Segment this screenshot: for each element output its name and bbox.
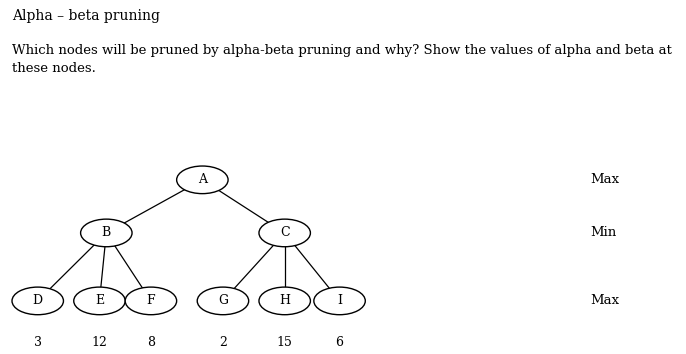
Ellipse shape <box>198 287 248 315</box>
Text: C: C <box>280 227 289 239</box>
Text: E: E <box>95 295 104 307</box>
Text: Min: Min <box>590 227 616 239</box>
Text: Max: Max <box>590 295 619 307</box>
Text: D: D <box>33 295 43 307</box>
Text: 8: 8 <box>147 336 155 349</box>
Text: Which nodes will be pruned by alpha-beta pruning and why? Show the values of alp: Which nodes will be pruned by alpha-beta… <box>12 44 672 75</box>
Text: A: A <box>198 173 207 186</box>
Ellipse shape <box>314 287 366 315</box>
Text: F: F <box>147 295 155 307</box>
Ellipse shape <box>125 287 176 315</box>
Text: 2: 2 <box>219 336 227 349</box>
Ellipse shape <box>176 166 228 194</box>
Text: Max: Max <box>590 173 619 186</box>
Text: 6: 6 <box>335 336 344 349</box>
Text: B: B <box>102 227 111 239</box>
Ellipse shape <box>74 287 125 315</box>
Text: 12: 12 <box>91 336 108 349</box>
Text: H: H <box>279 295 290 307</box>
Ellipse shape <box>259 219 310 247</box>
Ellipse shape <box>12 287 63 315</box>
Ellipse shape <box>259 287 310 315</box>
Ellipse shape <box>81 219 132 247</box>
Text: 3: 3 <box>34 336 42 349</box>
Text: G: G <box>218 295 228 307</box>
Text: I: I <box>337 295 342 307</box>
Text: 15: 15 <box>276 336 293 349</box>
Text: Alpha – beta pruning: Alpha – beta pruning <box>12 9 161 23</box>
